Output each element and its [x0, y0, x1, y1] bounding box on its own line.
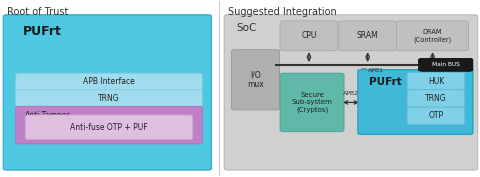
FancyBboxPatch shape: [419, 58, 473, 71]
Text: Suggested Integration: Suggested Integration: [228, 7, 337, 17]
FancyBboxPatch shape: [3, 15, 211, 170]
Text: Anti-Tamper: Anti-Tamper: [25, 111, 71, 120]
Text: APB Interface: APB Interface: [83, 78, 135, 87]
FancyBboxPatch shape: [16, 90, 202, 107]
FancyBboxPatch shape: [280, 73, 344, 132]
FancyBboxPatch shape: [407, 90, 465, 107]
Text: HUK: HUK: [428, 77, 444, 86]
Text: Main BUS: Main BUS: [432, 62, 460, 67]
Text: Root of Trust: Root of Trust: [7, 7, 69, 17]
Text: TRNG: TRNG: [98, 94, 120, 103]
Text: Secure
Sub-system
(Cryptos): Secure Sub-system (Cryptos): [292, 92, 333, 113]
Text: DRAM
(Controller): DRAM (Controller): [413, 29, 452, 42]
FancyBboxPatch shape: [358, 70, 473, 134]
FancyBboxPatch shape: [231, 50, 280, 110]
FancyBboxPatch shape: [407, 72, 465, 90]
Text: PUFrt: PUFrt: [23, 25, 62, 38]
FancyBboxPatch shape: [339, 21, 396, 51]
Text: APB1: APB1: [368, 68, 384, 73]
Text: TRNG: TRNG: [425, 94, 447, 103]
FancyBboxPatch shape: [396, 21, 468, 51]
Text: APB2: APB2: [343, 91, 359, 96]
Text: SRAM: SRAM: [357, 31, 379, 40]
FancyBboxPatch shape: [280, 21, 338, 51]
Text: I/O
mux: I/O mux: [247, 70, 264, 90]
FancyBboxPatch shape: [407, 107, 465, 125]
Text: PUFrt: PUFrt: [369, 76, 402, 87]
FancyBboxPatch shape: [224, 15, 478, 170]
Text: SoC: SoC: [236, 23, 256, 33]
FancyBboxPatch shape: [16, 73, 202, 91]
Text: Anti-fuse OTP + PUF: Anti-fuse OTP + PUF: [70, 123, 148, 132]
FancyBboxPatch shape: [16, 106, 202, 144]
Text: CPU: CPU: [301, 31, 317, 40]
Text: OTP: OTP: [428, 112, 444, 120]
FancyBboxPatch shape: [25, 115, 193, 139]
